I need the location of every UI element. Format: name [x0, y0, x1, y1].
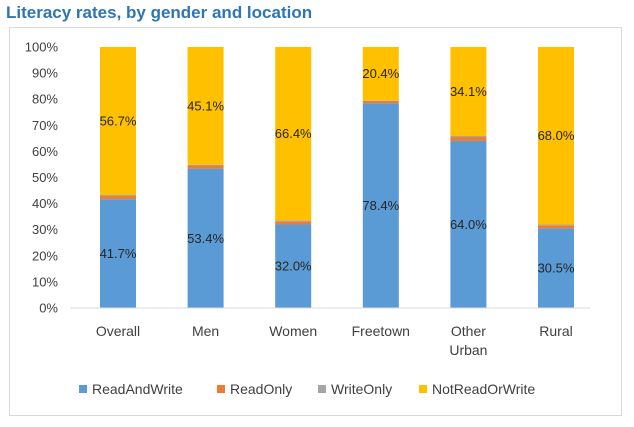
legend-swatch [318, 385, 326, 393]
data-label: 30.5% [538, 261, 575, 276]
data-label: 34.1% [450, 84, 487, 99]
bar-segment-readonly [362, 100, 399, 104]
bar-segment-readandwrite [100, 199, 136, 308]
bar-segment-writeonly [275, 220, 312, 222]
y-tick-label: 30% [32, 222, 58, 237]
data-label: 56.7% [100, 113, 137, 128]
bar-segment-readonly [100, 196, 136, 200]
data-label: 78.4% [362, 198, 399, 213]
y-tick-label: 100% [25, 40, 59, 55]
x-category-label: Overall [96, 323, 140, 339]
bar-segment-readonly [450, 137, 487, 141]
bar-segment-notreadorwrite [100, 47, 136, 195]
bar-segment-readonly [538, 225, 574, 229]
bar-segment-writeonly [100, 194, 136, 197]
bar-segment-notreadorwrite [362, 47, 399, 101]
legend-swatch [217, 385, 225, 393]
chart-frame [9, 27, 622, 416]
bar-segment-notreadorwrite [275, 47, 312, 221]
y-tick-label: 90% [32, 66, 58, 81]
data-label: 66.4% [275, 126, 312, 141]
x-category-label: Women [269, 323, 317, 339]
bar-segment-writeonly [362, 100, 399, 101]
x-category-label: Urban [449, 342, 487, 358]
bar-segment-readandwrite [362, 103, 399, 308]
data-label: 41.7% [100, 246, 137, 261]
bar-segment-writeonly [538, 224, 574, 226]
y-tick-label: 20% [32, 248, 58, 263]
y-tick-label: 70% [32, 118, 58, 133]
legend-label: WriteOnly [331, 381, 392, 397]
legend-swatch [419, 385, 427, 393]
y-tick-label: 50% [32, 170, 58, 185]
x-category-label: Men [192, 323, 219, 339]
x-category-label: Other [451, 323, 486, 339]
x-category-label: Rural [539, 323, 572, 339]
data-label: 32.0% [275, 259, 312, 274]
bar-segment-readandwrite [538, 228, 574, 308]
bar-segment-readandwrite [275, 224, 312, 308]
y-tick-label: 80% [32, 92, 58, 107]
data-label: 45.1% [187, 98, 224, 113]
bar-segment-readonly [187, 165, 224, 169]
bar-segment-notreadorwrite [450, 47, 487, 137]
bar-segment-writeonly [187, 164, 224, 166]
y-tick-label: 0% [39, 301, 58, 316]
y-tick-label: 40% [32, 196, 58, 211]
legend-label: NotReadOrWrite [432, 381, 535, 397]
data-label: 53.4% [187, 231, 224, 246]
bar-segment-notreadorwrite [538, 47, 574, 225]
bar-segment-readonly [275, 221, 312, 225]
bar-segment-readandwrite [187, 168, 224, 308]
bar-segment-readandwrite [450, 140, 487, 308]
bar-segment-notreadorwrite [187, 47, 224, 165]
bar-segment-writeonly [450, 136, 487, 138]
x-category-label: Freetown [352, 323, 410, 339]
data-label: 64.0% [450, 217, 487, 232]
data-label: 20.4% [362, 66, 399, 81]
y-tick-label: 10% [32, 274, 58, 289]
legend-swatch [79, 385, 87, 393]
legend-label: ReadAndWrite [92, 381, 183, 397]
legend-label: ReadOnly [230, 381, 292, 397]
data-label: 68.0% [538, 128, 575, 143]
chart-title: Literacy rates, by gender and location [6, 3, 313, 22]
y-tick-label: 60% [32, 144, 58, 159]
